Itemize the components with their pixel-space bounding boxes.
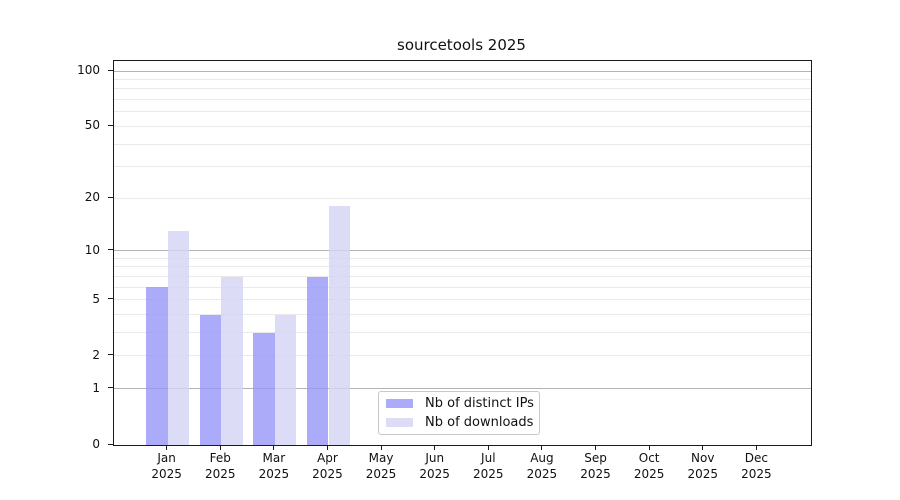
bar-mar-distinct-ips [253,332,275,445]
x-tick-label-sep: Sep 2025 [580,451,611,481]
x-tick-label-jan: Jan 2025 [151,451,182,481]
y-tick-mark [108,69,113,71]
bar-jan-distinct-ips [146,287,168,445]
y-tick-mark [108,387,113,389]
x-tick-mark [595,445,597,450]
legend-swatch-downloads [386,418,413,427]
x-tick-label-may: May 2025 [365,451,397,481]
y-tick-label: 0 [92,437,100,451]
x-tick-mark [326,445,328,450]
x-tick-mark [219,445,221,450]
gridline-minor [114,125,811,127]
x-tick-mark [487,445,489,450]
x-tick-mark [434,445,436,450]
y-tick-label: 1 [92,380,100,395]
gridline-minor [114,332,811,334]
x-tick-label-apr: Apr 2025 [312,451,343,481]
x-tick-mark [755,445,757,450]
y-tick-label: 5 [92,291,100,306]
gridline-minor [114,88,811,90]
gridline-minor [114,314,811,316]
x-tick-label-jul: Jul 2025 [473,451,504,481]
gridline-minor [114,197,811,199]
gridline-minor [114,78,811,80]
legend-label-distinct-ips: Nb of distinct IPs [425,396,534,411]
y-tick-label: 20 [84,190,100,205]
x-tick-mark [273,445,275,450]
y-tick-mark [108,298,113,300]
y-tick-mark [108,249,113,251]
gridline-minor [114,275,811,277]
gridline-major [114,250,811,252]
y-tick-mark [108,443,113,445]
gridline-minor [114,286,811,288]
gridline-major [114,388,811,390]
legend-item-downloads: Nb of downloads [386,415,539,430]
x-tick-mark [541,445,543,450]
legend-label-downloads: Nb of downloads [425,415,534,430]
bar-feb-downloads [221,276,243,445]
gridline-minor [114,143,811,145]
gridline-minor [114,166,811,168]
gridline-minor [114,257,811,259]
x-tick-mark [702,445,704,450]
x-tick-mark [166,445,168,450]
x-tick-label-dec: Dec 2025 [741,451,772,481]
plot-area [113,60,812,446]
legend-swatch-distinct-ips [386,399,413,408]
bar-feb-distinct-ips [199,314,222,445]
x-tick-label-aug: Aug 2025 [526,451,558,481]
y-tick-mark [108,354,113,356]
y-tick-label: 100 [77,63,100,78]
x-tick-label-feb: Feb 2025 [204,451,236,481]
gridline-minor [114,111,811,113]
x-tick-mark [648,445,650,450]
gridline-major [114,70,811,72]
gridline-minor [114,99,811,101]
y-tick-label: 10 [84,242,100,257]
x-tick-label-mar: Mar 2025 [258,451,290,481]
bar-apr-distinct-ips [307,276,329,445]
gridline-minor [114,266,811,268]
gridline-minor [114,355,811,357]
y-tick-mark [108,124,113,126]
bar-apr-downloads [328,206,350,445]
gridline-minor [114,299,811,301]
bar-mar-downloads [274,314,297,445]
y-tick-mark [108,196,113,198]
legend-item-distinct-ips: Nb of distinct IPs [386,396,539,411]
chart-title: sourcetools 2025 [397,36,526,54]
y-tick-label: 50 [84,118,100,133]
x-tick-label-oct: Oct 2025 [633,451,665,481]
x-tick-label-jun: Jun 2025 [419,451,450,481]
bar-jan-downloads [167,231,189,445]
x-tick-mark [380,445,382,450]
x-tick-label-nov: Nov 2025 [687,451,719,481]
legend: Nb of distinct IPs Nb of downloads [378,391,540,435]
y-tick-label: 2 [92,347,100,362]
